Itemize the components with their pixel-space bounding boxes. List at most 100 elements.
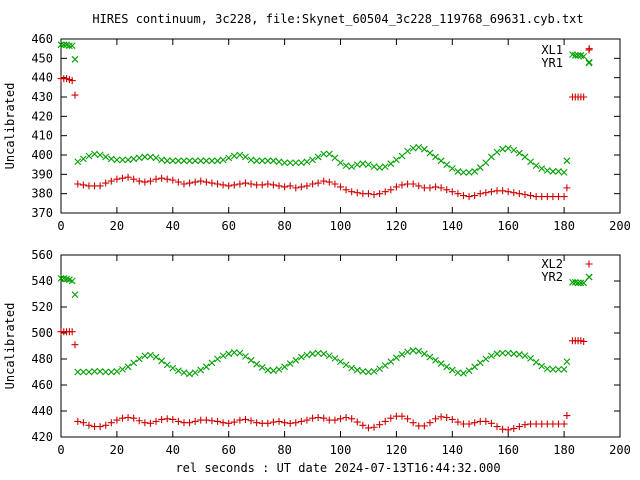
y-tick-label: 440 bbox=[31, 404, 53, 418]
data-point bbox=[415, 182, 423, 190]
panel-bottom: 0 20 40 60 80 100 120 140 160 180 200 420 440 460 480 5… bbox=[3, 248, 631, 475]
data-point bbox=[180, 369, 188, 377]
chart-title: HIRES continuum, 3c228, file:Skynet_6050… bbox=[92, 12, 583, 26]
data-point bbox=[448, 366, 456, 374]
data-point bbox=[57, 41, 65, 49]
data-point bbox=[404, 348, 411, 356]
data-point bbox=[208, 359, 216, 367]
data-point bbox=[337, 415, 344, 423]
data-point bbox=[163, 157, 171, 165]
x-tick-label: 20 bbox=[110, 219, 124, 233]
data-point bbox=[420, 422, 428, 430]
panel-top: 0 20 40 60 80 100 120 140 160 180 200 370 380 390 400 4… bbox=[3, 32, 631, 233]
legend-marker-YR1 bbox=[585, 59, 593, 67]
data-point bbox=[437, 184, 445, 192]
data-point bbox=[370, 191, 378, 199]
data-point bbox=[560, 420, 568, 428]
data-point bbox=[79, 419, 87, 427]
data-point bbox=[527, 354, 534, 362]
data-point bbox=[270, 157, 277, 165]
data-point bbox=[118, 174, 126, 182]
data-point bbox=[521, 153, 529, 161]
data-point bbox=[437, 360, 445, 367]
data-point bbox=[242, 353, 249, 360]
data-point bbox=[471, 363, 479, 371]
data-point bbox=[71, 291, 79, 299]
data-point bbox=[68, 277, 76, 285]
data-point bbox=[454, 369, 462, 377]
data-point bbox=[119, 366, 126, 373]
data-point bbox=[85, 421, 93, 429]
data-point bbox=[158, 174, 166, 182]
data-point bbox=[60, 41, 68, 49]
data-point bbox=[432, 153, 439, 161]
data-point bbox=[342, 414, 350, 421]
data-point bbox=[113, 156, 121, 164]
data-point bbox=[465, 367, 473, 375]
x-tick-label: 120 bbox=[386, 219, 408, 233]
data-point bbox=[71, 55, 79, 63]
x-tick-label: 20 bbox=[110, 443, 124, 457]
data-point bbox=[258, 181, 266, 189]
data-point bbox=[275, 417, 283, 425]
data-point bbox=[454, 190, 462, 198]
data-point bbox=[96, 423, 104, 431]
data-point bbox=[320, 350, 328, 358]
data-point bbox=[515, 190, 523, 198]
data-point bbox=[163, 361, 171, 369]
data-point bbox=[96, 182, 104, 190]
data-point bbox=[370, 163, 378, 170]
data-point bbox=[325, 352, 333, 360]
data-point bbox=[230, 349, 238, 356]
data-point bbox=[398, 412, 406, 420]
data-point bbox=[68, 42, 76, 50]
data-point bbox=[303, 182, 311, 190]
data-point bbox=[269, 181, 277, 189]
data-point bbox=[510, 350, 518, 358]
data-point bbox=[580, 337, 588, 345]
data-point bbox=[309, 350, 316, 358]
data-point bbox=[532, 358, 540, 366]
data-point bbox=[247, 156, 255, 164]
data-point bbox=[74, 158, 82, 166]
data-point bbox=[219, 156, 227, 164]
y-tick-label: 430 bbox=[31, 90, 53, 104]
data-point bbox=[130, 155, 138, 163]
legend-label-XL1: XL1 bbox=[541, 43, 563, 57]
data-point bbox=[353, 161, 361, 169]
data-point bbox=[482, 355, 490, 363]
data-point bbox=[202, 363, 210, 371]
data-point bbox=[186, 370, 193, 378]
data-point bbox=[482, 189, 490, 197]
data-point bbox=[124, 156, 132, 164]
data-point bbox=[85, 152, 93, 160]
data-point bbox=[437, 413, 445, 421]
y-tick-label: 450 bbox=[31, 51, 53, 65]
data-point bbox=[169, 415, 177, 423]
data-point bbox=[208, 157, 216, 165]
data-point bbox=[348, 415, 356, 423]
data-point bbox=[241, 415, 249, 423]
data-point bbox=[74, 417, 82, 425]
data-point bbox=[186, 419, 194, 427]
data-point bbox=[342, 186, 350, 194]
data-point bbox=[292, 356, 300, 364]
data-point bbox=[309, 180, 317, 188]
data-point bbox=[158, 357, 166, 365]
data-point bbox=[398, 351, 406, 358]
y-tick-label: 400 bbox=[31, 148, 53, 162]
y-axis-label: Uncalibrated bbox=[3, 83, 17, 170]
data-point bbox=[476, 190, 484, 198]
data-point bbox=[426, 184, 434, 192]
data-point bbox=[460, 169, 467, 176]
data-point bbox=[504, 426, 512, 434]
data-point bbox=[264, 157, 272, 165]
y-axis-label: Uncalibrated bbox=[3, 303, 17, 390]
data-point bbox=[146, 177, 154, 185]
data-point bbox=[353, 189, 361, 197]
data-point bbox=[286, 419, 294, 427]
data-point bbox=[174, 178, 182, 186]
data-point bbox=[359, 160, 367, 168]
y-tick-label: 370 bbox=[31, 206, 53, 220]
